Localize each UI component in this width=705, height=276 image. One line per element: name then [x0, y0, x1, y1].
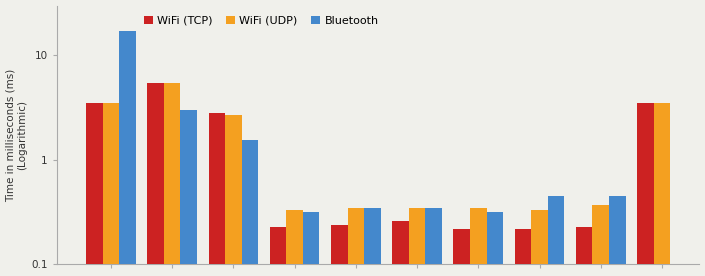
Bar: [637, 103, 654, 276]
Bar: [592, 205, 609, 276]
Bar: [209, 113, 225, 276]
Bar: [364, 208, 381, 276]
Bar: [576, 227, 592, 276]
Bar: [86, 103, 103, 276]
Bar: [425, 208, 442, 276]
Bar: [286, 210, 303, 276]
Bar: [119, 31, 135, 276]
Bar: [532, 210, 548, 276]
Bar: [147, 83, 164, 276]
Bar: [164, 83, 180, 276]
Bar: [242, 140, 258, 276]
Bar: [348, 208, 364, 276]
Bar: [103, 103, 119, 276]
Bar: [180, 110, 197, 276]
Y-axis label: Time in milliseconds (ms)
(Logarithmic): Time in milliseconds (ms) (Logarithmic): [6, 68, 27, 202]
Bar: [225, 115, 242, 276]
Bar: [331, 225, 348, 276]
Bar: [409, 208, 425, 276]
Bar: [470, 208, 486, 276]
Bar: [392, 221, 409, 276]
Bar: [453, 229, 470, 276]
Bar: [548, 196, 564, 276]
Bar: [303, 212, 319, 276]
Bar: [270, 227, 286, 276]
Bar: [654, 103, 670, 276]
Bar: [486, 212, 503, 276]
Legend: WiFi (TCP), WiFi (UDP), Bluetooth: WiFi (TCP), WiFi (UDP), Bluetooth: [140, 11, 383, 30]
Bar: [609, 196, 625, 276]
Bar: [515, 229, 532, 276]
